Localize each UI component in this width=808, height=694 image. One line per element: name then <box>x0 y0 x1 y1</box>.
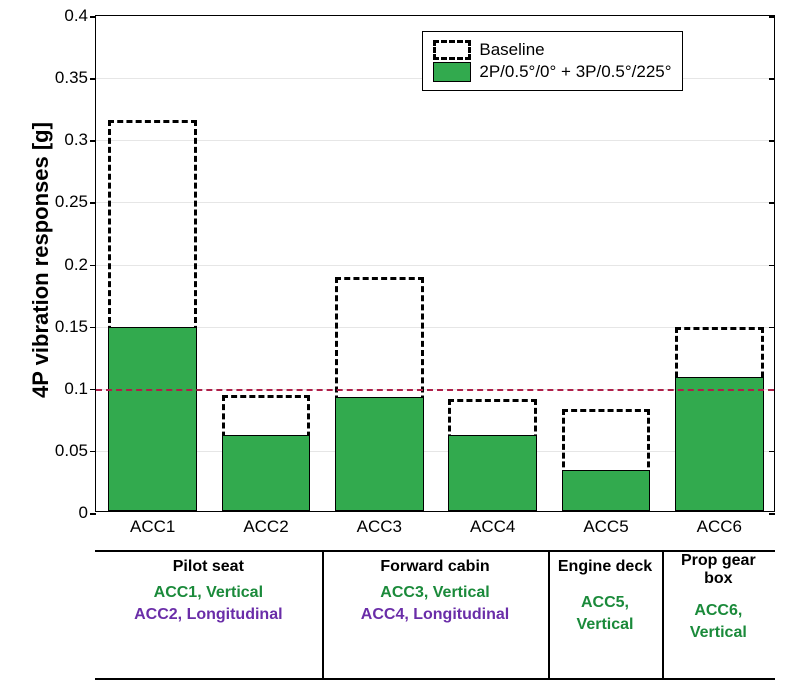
gridline <box>96 265 774 266</box>
legend: Baseline2P/0.5°/0° + 3P/0.5°/225° <box>422 31 682 91</box>
xtick-label: ACC6 <box>697 511 742 537</box>
ytick-label: 0.15 <box>55 317 96 337</box>
annotation-hline <box>95 678 775 680</box>
treated-bar <box>335 397 423 511</box>
ytick-label: 0.1 <box>64 379 96 399</box>
legend-label: 2P/0.5°/0° + 3P/0.5°/225° <box>479 62 671 82</box>
treated-bar <box>675 377 763 511</box>
plot-area: 00.050.10.150.20.250.30.350.4ACC1ACC2ACC… <box>95 15 775 512</box>
xtick-label: ACC4 <box>470 511 515 537</box>
annotation-line: ACC5, <box>581 594 629 612</box>
treated-bar <box>562 470 650 511</box>
annotation-line: Vertical <box>577 616 634 634</box>
y-axis-label: 4P vibration responses [g] <box>28 122 54 398</box>
gridline <box>96 202 774 203</box>
annotation-vline <box>548 550 550 680</box>
annotation-line: ACC6, <box>694 602 742 620</box>
xtick-label: ACC5 <box>583 511 628 537</box>
treated-bar <box>448 435 536 511</box>
annotation-hline <box>95 550 775 552</box>
annotation-vline <box>662 550 664 680</box>
ytick-label: 0.05 <box>55 441 96 461</box>
gridline <box>96 327 774 328</box>
vibration-bar-chart: 4P vibration responses [g] 00.050.10.150… <box>0 0 808 694</box>
ytick-label: 0.3 <box>64 130 96 150</box>
gridline <box>96 140 774 141</box>
xtick-label: ACC3 <box>357 511 402 537</box>
annotation-group-header: Engine deck <box>558 558 652 576</box>
ytick-label: 0.2 <box>64 255 96 275</box>
gridline <box>96 451 774 452</box>
annotation-group-header: Pilot seat <box>173 558 244 576</box>
legend-swatch-filled <box>433 62 471 82</box>
reference-line <box>96 389 774 391</box>
xtick-label: ACC2 <box>243 511 288 537</box>
legend-label: Baseline <box>479 40 544 60</box>
annotation-group-header: Prop gear <box>681 552 756 570</box>
treated-bar <box>108 327 196 511</box>
treated-bar <box>222 435 310 511</box>
annotation-vline <box>322 550 324 680</box>
annotation-line: ACC1, Vertical <box>154 584 263 602</box>
annotation-line: ACC3, Vertical <box>380 584 489 602</box>
legend-swatch-dashed <box>433 40 471 60</box>
legend-item-treated: 2P/0.5°/0° + 3P/0.5°/225° <box>433 62 671 82</box>
annotation-line: Vertical <box>690 624 747 642</box>
annotation-group-header: box <box>704 570 732 588</box>
legend-item-baseline: Baseline <box>433 40 671 60</box>
ytick-label: 0.25 <box>55 192 96 212</box>
annotation-group-header: Forward cabin <box>380 558 489 576</box>
annotation-line: ACC2, Longitudinal <box>134 606 282 624</box>
ytick-label: 0.35 <box>55 68 96 88</box>
xtick-label: ACC1 <box>130 511 175 537</box>
ytick-label: 0 <box>79 503 96 523</box>
ytick-label: 0.4 <box>64 6 96 26</box>
annotation-line: ACC4, Longitudinal <box>361 606 509 624</box>
